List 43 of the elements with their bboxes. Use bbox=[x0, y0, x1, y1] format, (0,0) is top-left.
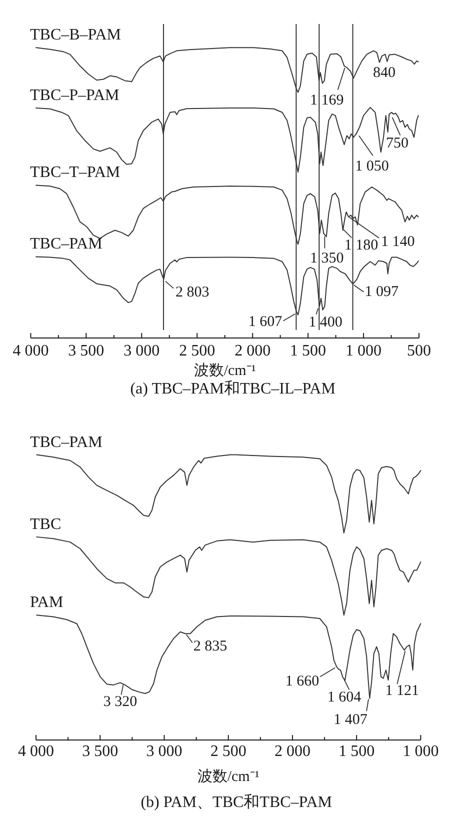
annotation: 1 169 bbox=[310, 92, 344, 108]
annotation: 750 bbox=[386, 135, 409, 152]
x-tick-label: 2 000 bbox=[234, 342, 271, 360]
x-tick-label: 2 500 bbox=[210, 743, 246, 760]
x-tick-label: 3 000 bbox=[124, 342, 160, 360]
text: (a) TBC–PAM和TBC–IL–PAM bbox=[130, 380, 336, 398]
annotation: 1 140 bbox=[380, 234, 415, 250]
x-axis-title: 波数/cm⁻¹ bbox=[194, 362, 256, 379]
series-label: TBC–P–PAM bbox=[30, 87, 120, 104]
x-tick-label: 4 000 bbox=[18, 743, 54, 760]
x-tick-label: 1 000 bbox=[402, 743, 439, 760]
x-tick-label: 2 000 bbox=[274, 743, 310, 760]
annotation: 840 bbox=[373, 65, 396, 82]
annotation: 1 604 bbox=[327, 690, 362, 706]
series-label: TBC–PAM bbox=[30, 236, 102, 253]
x-tick-label: 1 500 bbox=[290, 342, 326, 360]
annotation: 3 320 bbox=[103, 694, 138, 710]
annotation: 2 803 bbox=[176, 284, 210, 300]
x-tick-label: 2 500 bbox=[179, 342, 216, 360]
series-label: TBC–PAM bbox=[30, 434, 102, 451]
x-tick-label: 4 000 bbox=[12, 342, 49, 360]
series-label: TBC–T–PAM bbox=[30, 164, 120, 182]
x-tick-label: 1 500 bbox=[338, 743, 375, 760]
annotation: 1 407 bbox=[334, 712, 368, 728]
annotation: 1 050 bbox=[355, 158, 389, 175]
annotation: 1 660 bbox=[285, 674, 320, 690]
series-label: TBC bbox=[30, 516, 62, 533]
series-label: PAM bbox=[30, 594, 64, 612]
x-tick-label: 500 bbox=[407, 342, 431, 360]
annotation: 1 400 bbox=[308, 314, 342, 330]
annotation: 1 350 bbox=[310, 250, 344, 266]
x-tick-label: 3 000 bbox=[146, 743, 182, 760]
annotation: 2 835 bbox=[193, 638, 228, 655]
series-label: TBC–B–PAM bbox=[30, 26, 121, 44]
x-tick-label: 3 500 bbox=[68, 342, 104, 360]
annotation: 1 607 bbox=[248, 314, 283, 330]
text: (b) PAM、TBC和TBC–PAM bbox=[140, 793, 332, 811]
x-tick-label: 1 000 bbox=[346, 342, 382, 360]
annotation: 1 180 bbox=[344, 238, 378, 254]
x-tick-label: 3 500 bbox=[82, 743, 118, 760]
annotation: 1 097 bbox=[364, 284, 400, 300]
annotation: 1 121 bbox=[385, 683, 420, 700]
x-axis-title: 波数/cm⁻¹ bbox=[197, 768, 260, 785]
